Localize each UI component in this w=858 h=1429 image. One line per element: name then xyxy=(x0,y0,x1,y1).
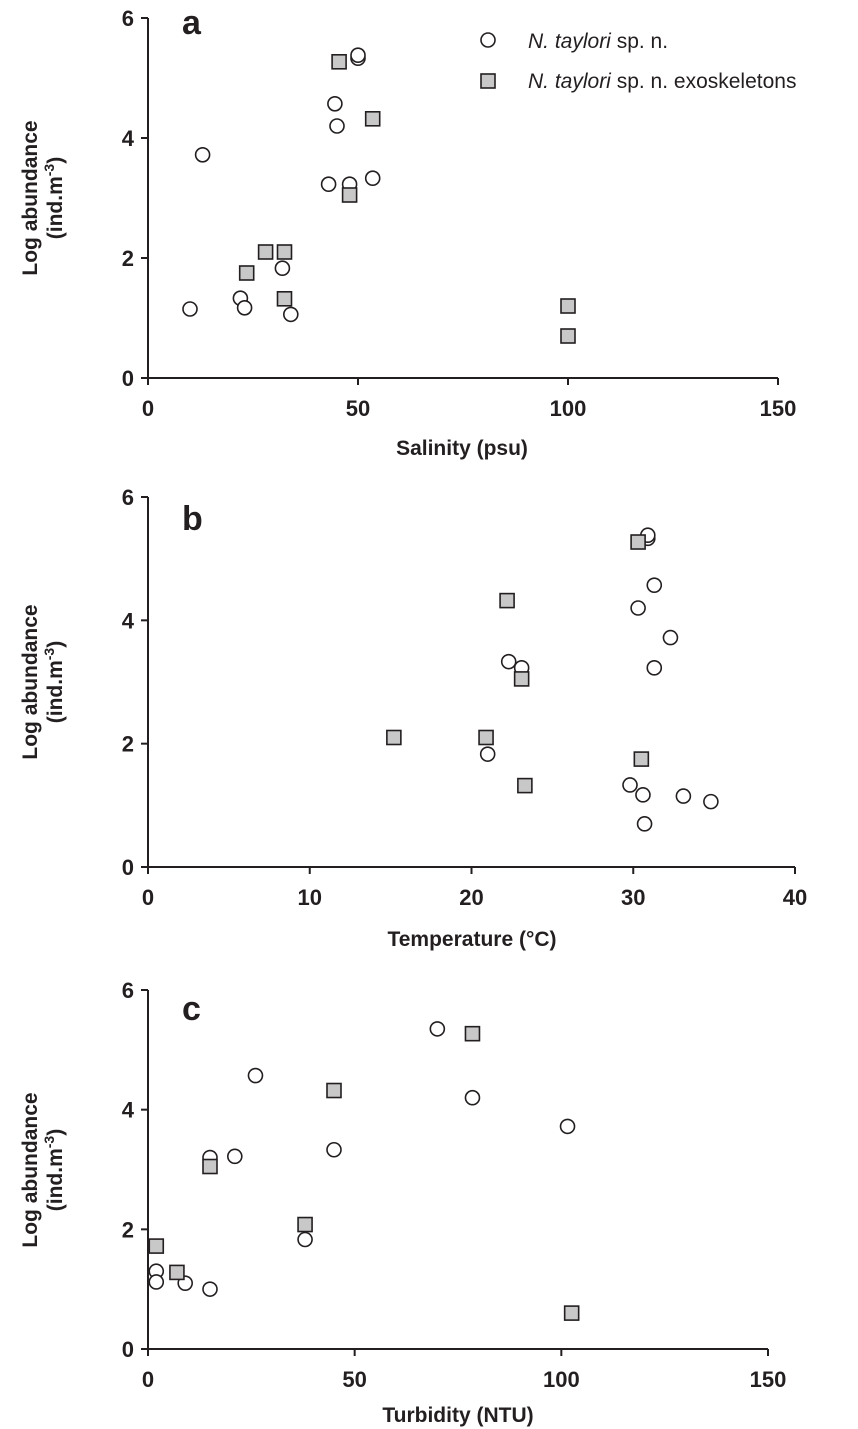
panel-c-point-circle xyxy=(464,1089,481,1106)
panel-c-y-axis-title-line1: Log abundance xyxy=(19,1092,42,1247)
panel-c-point-square xyxy=(148,1238,165,1254)
panel-b-point-circle xyxy=(622,777,638,793)
panel-a-y-tick-label: 4 xyxy=(122,126,135,151)
panel-a-x-tick-label: 0 xyxy=(142,396,154,421)
panel-a-point-square xyxy=(238,265,255,281)
panel-a-letter: a xyxy=(182,4,202,42)
legend-circle-marker xyxy=(480,32,496,48)
legend-label-species: N. taylori sp. n. xyxy=(528,30,668,53)
panel-c-x-tick-label: 50 xyxy=(342,1367,366,1392)
panel-c-point-square xyxy=(202,1158,218,1175)
panel-c-y-axis-title-line2: (ind.m-3) xyxy=(41,1129,67,1211)
panel-b-x-tick-label: 30 xyxy=(621,885,645,910)
panel-c-point-square xyxy=(297,1216,313,1233)
panel-b-y-tick-label: 2 xyxy=(122,732,134,757)
panel-a-x-tick-label: 150 xyxy=(760,396,797,421)
panel-a-point-square xyxy=(364,111,381,127)
panel-c-point-square xyxy=(326,1082,342,1099)
panel-b-letter: b xyxy=(182,500,203,538)
legend-square-marker xyxy=(480,73,496,89)
panel-b-point-circle xyxy=(703,793,719,810)
panel-a-point-square xyxy=(560,298,576,314)
panel-c-point-square xyxy=(563,1305,580,1321)
panel-c-point-circle xyxy=(559,1118,576,1135)
panel-b-y-axis-title-line1: Log abundance xyxy=(19,604,42,759)
panel-c-point-circle xyxy=(429,1021,446,1037)
panel-a-point-circle xyxy=(350,47,366,64)
panel-a-point-circle xyxy=(274,260,291,277)
panel-c-point-circle xyxy=(227,1148,243,1165)
panel-b-x-tick-label: 20 xyxy=(459,885,483,910)
panel-b-y-tick-label: 0 xyxy=(122,855,134,880)
panel-b-point-square xyxy=(630,534,646,550)
panel-a-y-tick-label: 0 xyxy=(122,366,134,391)
panel-a-point-circle xyxy=(194,147,211,163)
legend: N. taylori sp. n. N. taylori sp. n. exos… xyxy=(480,30,796,93)
panel-b-point-square xyxy=(478,729,494,746)
panel-c-y-tick-label: 6 xyxy=(122,978,134,1003)
panel-c-x-tick-label: 150 xyxy=(750,1367,787,1392)
panel-a-point-square xyxy=(331,53,347,70)
legend-label-exoskeletons: N. taylori sp. n. exoskeletons xyxy=(528,70,796,93)
panel-c-point-circle xyxy=(148,1274,165,1290)
panel-b-point-circle xyxy=(662,629,679,646)
panel-a-x-tick-label: 100 xyxy=(550,396,587,421)
panel-c-y-tick-label: 2 xyxy=(122,1217,134,1242)
panel-a-point-circle xyxy=(327,96,343,112)
panel-a: a Salinity (psu) Log abundance (ind.m-3)… xyxy=(19,4,796,460)
panel-a-point-circle xyxy=(236,299,253,316)
panel-b-point-circle xyxy=(630,600,646,616)
panel-c-x-tick-label: 0 xyxy=(142,1367,154,1392)
panel-b-x-tick-label: 40 xyxy=(783,885,807,910)
panel-a-y-axis-title-line2: (ind.m-3) xyxy=(41,157,67,239)
panel-b-point-square xyxy=(517,777,533,794)
panel-c-point-circle xyxy=(202,1281,218,1297)
panel-b: b Temperature (°C) Log abundance (ind.m-… xyxy=(19,485,807,951)
panel-a-point-circle xyxy=(329,118,345,134)
panel-a-y-tick-label: 6 xyxy=(122,6,134,31)
panel-b-point-circle xyxy=(675,788,692,804)
panel-a-point-circle xyxy=(282,306,299,323)
panel-a-x-tick-label: 50 xyxy=(346,396,370,421)
panel-c: c Turbidity (NTU) Log abundance (ind.m-3… xyxy=(19,978,786,1427)
panel-a-point-square xyxy=(560,328,576,344)
panel-b-x-tick-label: 0 xyxy=(142,885,154,910)
panel-b-point-circle xyxy=(636,816,653,832)
panel-b-y-tick-label: 4 xyxy=(122,608,135,633)
panel-a-point-circle xyxy=(320,176,337,192)
panel-b-y-tick-label: 6 xyxy=(122,485,134,510)
panel-c-x-tick-label: 100 xyxy=(543,1367,580,1392)
panel-b-point-square xyxy=(499,592,515,609)
panel-c-x-axis-title: Turbidity (NTU) xyxy=(382,1404,533,1427)
panel-c-y-tick-label: 0 xyxy=(122,1337,134,1362)
panel-b-x-tick-label: 10 xyxy=(298,885,322,910)
panel-b-point-circle xyxy=(646,577,663,593)
panel-c-point-circle xyxy=(297,1231,313,1248)
panel-a-point-square xyxy=(276,290,293,307)
panel-c-point-square xyxy=(464,1025,481,1042)
panel-a-point-circle xyxy=(364,170,381,186)
panel-b-point-circle xyxy=(646,660,663,676)
panel-c-y-tick-label: 4 xyxy=(122,1098,135,1123)
panel-b-point-circle xyxy=(479,746,496,762)
panel-a-y-tick-label: 2 xyxy=(122,246,134,271)
panel-a-point-square xyxy=(341,187,358,203)
panel-a-y-axis-title-line1: Log abundance xyxy=(19,120,42,275)
panel-b-point-square xyxy=(513,671,530,687)
panel-c-point-circle xyxy=(326,1141,342,1158)
panel-b-point-square xyxy=(386,729,402,746)
panel-b-y-axis-title-line2: (ind.m-3) xyxy=(41,641,67,723)
panel-b-point-circle xyxy=(635,787,651,803)
panel-a-point-circle xyxy=(182,301,198,317)
panel-c-letter: c xyxy=(182,990,201,1028)
panel-c-point-square xyxy=(169,1264,185,1281)
panel-b-point-square xyxy=(633,751,650,767)
panel-b-point-circle xyxy=(500,653,517,670)
panel-a-x-axis-title: Salinity (psu) xyxy=(396,437,528,460)
panel-a-point-square xyxy=(276,244,293,260)
panel-b-x-axis-title: Temperature (°C) xyxy=(387,928,556,951)
panel-c-point-circle xyxy=(247,1067,264,1084)
panel-a-point-square xyxy=(257,244,274,260)
